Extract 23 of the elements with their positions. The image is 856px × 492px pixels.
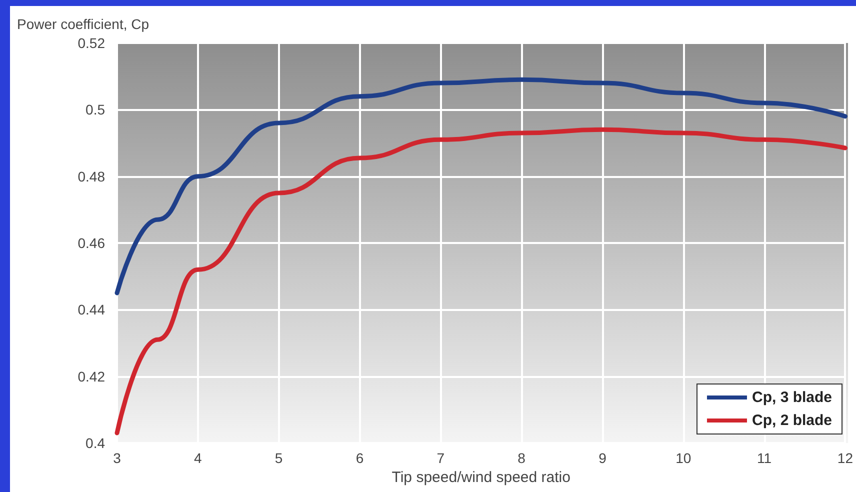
x-tick-label: 5 bbox=[274, 450, 283, 466]
y-tick-label: 0.42 bbox=[78, 368, 106, 384]
y-tick-label: 0.4 bbox=[86, 435, 106, 451]
y-axis-title: Power coefficient, Cp bbox=[17, 16, 150, 32]
x-tick-label: 3 bbox=[113, 450, 122, 466]
x-tick-label: 6 bbox=[356, 450, 364, 466]
y-tick-label: 0.48 bbox=[78, 168, 106, 184]
line-series bbox=[114, 127, 848, 436]
y-tick-label: 0.44 bbox=[78, 302, 106, 318]
x-tick-label: 10 bbox=[676, 450, 692, 466]
x-tick-label: 12 bbox=[837, 450, 854, 466]
line-series bbox=[114, 77, 848, 296]
legend-label: Cp, 2 blade bbox=[752, 412, 832, 429]
y-tick-label: 0.46 bbox=[78, 235, 106, 251]
x-tick-label: 11 bbox=[757, 450, 772, 466]
y-tick-label: 0.52 bbox=[78, 35, 106, 51]
legend-label: Cp, 3 blade bbox=[752, 389, 832, 406]
x-tick-label: 4 bbox=[194, 450, 202, 466]
x-tick-label: 9 bbox=[598, 450, 607, 466]
x-axis-title: Tip speed/wind speed ratio bbox=[392, 468, 570, 486]
x-tick-label: 7 bbox=[436, 450, 445, 466]
y-tick-label: 0.5 bbox=[86, 102, 106, 118]
x-tick-label: 8 bbox=[518, 450, 526, 466]
